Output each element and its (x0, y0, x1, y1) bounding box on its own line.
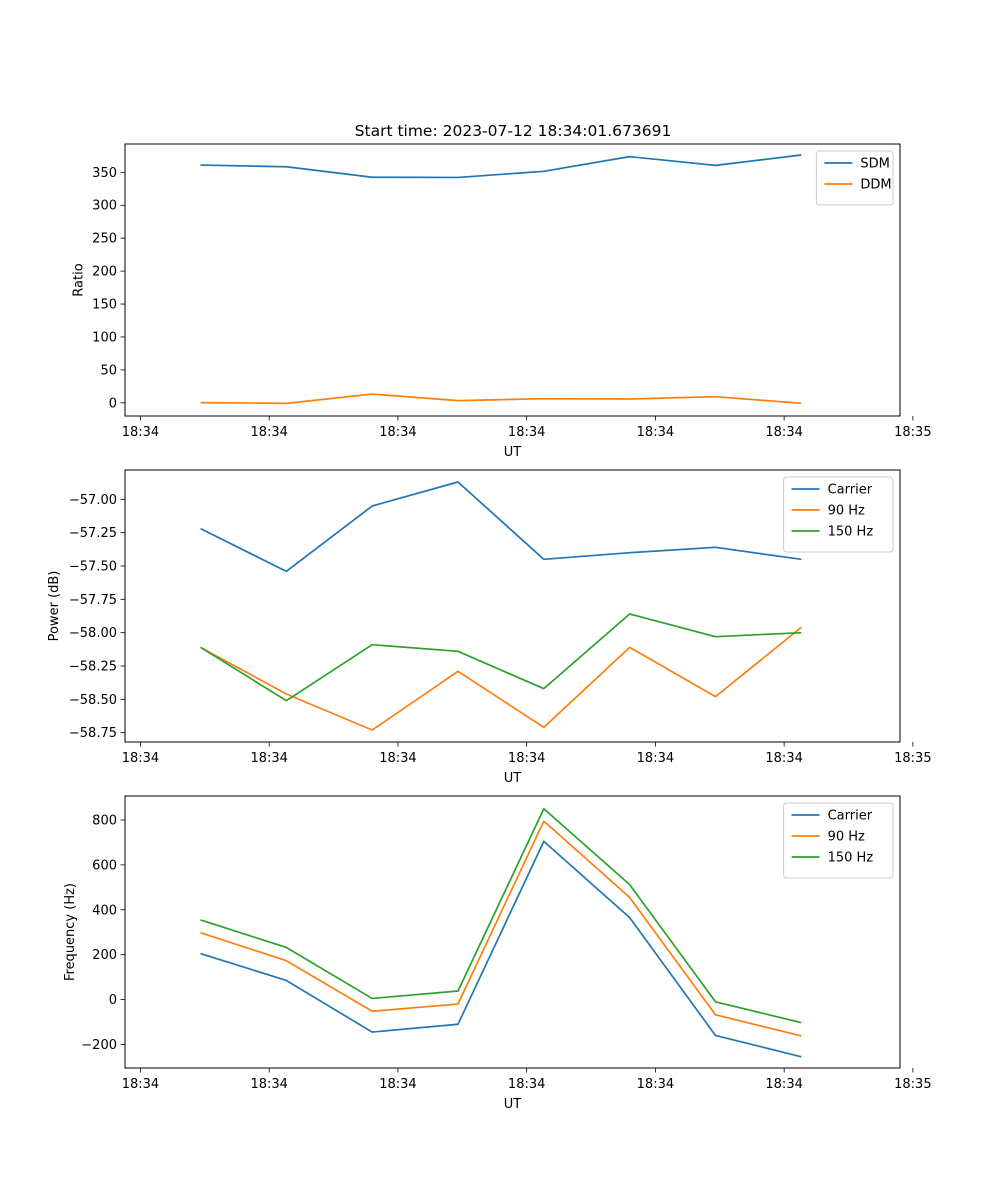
power-xtick-label: 18:34 (122, 751, 159, 766)
frequency-ytick-label: 800 (92, 814, 117, 829)
frequency-y-axis-label: Frequency (Hz) (63, 883, 78, 981)
frequency-xtick-label: 18:34 (379, 1077, 416, 1092)
power-ytick-label: −58.50 (69, 693, 117, 708)
ratio-xtick-label: 18:34 (637, 425, 674, 440)
ratio-series-sdm (200, 154, 802, 179)
ratio-legend-box (815, 150, 894, 206)
frequency-ytick-label: 600 (92, 858, 117, 873)
ratio-ytick-label: 150 (92, 298, 117, 313)
power-legend-label-90-hz: 90 Hz (828, 504, 865, 519)
power-ytick-label: −57.75 (69, 593, 117, 608)
power-series-150-hz (200, 613, 802, 702)
power-ytick-label: −58.00 (69, 626, 117, 641)
frequency-series-carrier (200, 840, 802, 1058)
power-ytick-label: −58.75 (69, 726, 117, 741)
power-xtick-label: 18:34 (250, 751, 287, 766)
power-legend: Carrier 90 Hz 150 Hz (783, 476, 894, 553)
power-xtick-label: 18:34 (765, 751, 802, 766)
ratio-xtick-label: 18:34 (508, 425, 545, 440)
frequency-legend-box (783, 802, 894, 879)
chart-title: Start time: 2023-07-12 18:34:01.673691 (355, 122, 672, 140)
frequency-xtick-label: 18:34 (250, 1077, 287, 1092)
frequency-legend-label-150-hz: 150 Hz (828, 851, 874, 866)
frequency-legend-label-90-hz: 90 Hz (828, 830, 865, 845)
frequency-series-90-hz (200, 820, 802, 1037)
ratio-ytick-label: 250 (92, 232, 117, 247)
power-xtick-label: 18:34 (508, 751, 545, 766)
power-legend-label-carrier: Carrier (828, 483, 873, 498)
ratio-xtick-label: 18:34 (122, 425, 159, 440)
frequency-ytick-label: −200 (81, 1038, 117, 1053)
power-xtick-label: 18:34 (379, 751, 416, 766)
power-ytick-label: −57.00 (69, 493, 117, 508)
frequency-xtick-label: 18:35 (894, 1077, 931, 1092)
ratio-ytick-label: 200 (92, 265, 117, 280)
ratio-ytick-label: 100 (92, 330, 117, 345)
frequency-panel: 18:34 18:34 18:34 18:34 18:34 18:34 18:35 −200 0… (63, 795, 932, 1112)
frequency-ytick-label: 400 (92, 903, 117, 918)
ratio-series-ddm (200, 393, 802, 405)
ratio-axes-frame (124, 143, 901, 417)
ratio-ytick-label: 350 (92, 166, 117, 181)
power-xtick-label: 18:35 (894, 751, 931, 766)
ratio-legend-label-sdm: SDM (860, 157, 889, 172)
ratio-panel: 18:34 18:34 18:34 18:34 18:34 18:34 18:35 0 50 10… (71, 143, 932, 460)
power-legend-box (783, 476, 894, 553)
frequency-xtick-label: 18:34 (637, 1077, 674, 1092)
ratio-xtick-label: 18:35 (894, 425, 931, 440)
power-y-axis-label: Power (dB) (47, 571, 62, 642)
frequency-axes-frame (124, 795, 901, 1069)
ratio-ytick-label: 0 (109, 396, 117, 411)
power-axes-frame (124, 469, 901, 743)
power-panel: 18:34 18:34 18:34 18:34 18:34 18:34 18:35 −58.7… (47, 469, 932, 786)
ratio-xtick-label: 18:34 (379, 425, 416, 440)
ratio-y-axis-label: Ratio (71, 263, 86, 296)
power-series-carrier (200, 481, 802, 573)
power-series-90-hz (200, 626, 802, 731)
ratio-xtick-label: 18:34 (765, 425, 802, 440)
ratio-ytick-label: 50 (100, 363, 117, 378)
power-legend-label-150-hz: 150 Hz (828, 525, 874, 540)
ratio-ytick-label: 300 (92, 199, 117, 214)
frequency-xtick-label: 18:34 (122, 1077, 159, 1092)
frequency-legend-label-carrier: Carrier (828, 809, 873, 824)
ratio-x-axis-label: UT (504, 445, 522, 460)
frequency-ytick-label: 200 (92, 948, 117, 963)
power-x-axis-label: UT (504, 771, 522, 786)
power-xtick-label: 18:34 (637, 751, 674, 766)
frequency-series-150-hz (200, 807, 802, 1024)
power-ytick-label: −58.25 (69, 660, 117, 675)
frequency-x-axis-label: UT (504, 1097, 522, 1112)
ratio-legend-label-ddm: DDM (860, 178, 891, 193)
ratio-xtick-label: 18:34 (250, 425, 287, 440)
power-ytick-label: −57.50 (69, 560, 117, 575)
power-ytick-label: −57.25 (69, 526, 117, 541)
frequency-xtick-label: 18:34 (508, 1077, 545, 1092)
frequency-xtick-label: 18:34 (765, 1077, 802, 1092)
ratio-legend: SDM DDM (815, 150, 894, 206)
frequency-ytick-label: 0 (109, 993, 117, 1008)
frequency-legend: Carrier 90 Hz 150 Hz (783, 802, 894, 879)
